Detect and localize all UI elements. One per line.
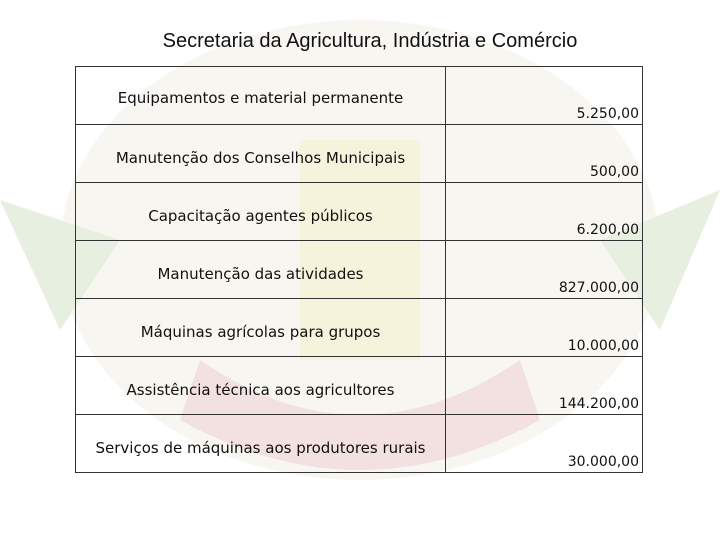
table-row: Capacitação agentes públicos 6.200,00 — [75, 182, 643, 241]
table-row: Equipamentos e material permanente 5.250,… — [75, 66, 643, 125]
table-row: Manutenção dos Conselhos Municipais 500,0… — [75, 124, 643, 183]
item-value: 500,00 — [445, 124, 643, 183]
budget-table: Equipamentos e material permanente 5.250,… — [75, 66, 643, 473]
item-label: Equipamentos e material permanente — [75, 66, 446, 125]
item-value: 5.250,00 — [445, 66, 643, 125]
item-value: 6.200,00 — [445, 182, 643, 241]
table-row: Manutenção das atividades 827.000,00 — [75, 240, 643, 299]
item-label: Serviços de máquinas aos produtores rura… — [75, 414, 446, 473]
item-value: 144.200,00 — [445, 356, 643, 415]
item-value: 30.000,00 — [445, 414, 643, 473]
item-label: Máquinas agrícolas para grupos — [75, 298, 446, 357]
item-label: Capacitação agentes públicos — [75, 182, 446, 241]
item-label: Manutenção dos Conselhos Municipais — [75, 124, 446, 183]
title: Secretaria da Agricultura, Indústria e C… — [162, 30, 578, 52]
table-row: Máquinas agrícolas para grupos 10.000,00 — [75, 298, 643, 357]
item-value: 10.000,00 — [445, 298, 643, 357]
table-row: Assistência técnica aos agricultores 144.… — [75, 356, 643, 415]
item-value: 827.000,00 — [445, 240, 643, 299]
table-row: Serviços de máquinas aos produtores rura… — [75, 414, 643, 473]
item-label: Assistência técnica aos agricultores — [75, 356, 446, 415]
item-label: Manutenção das atividades — [75, 240, 446, 299]
